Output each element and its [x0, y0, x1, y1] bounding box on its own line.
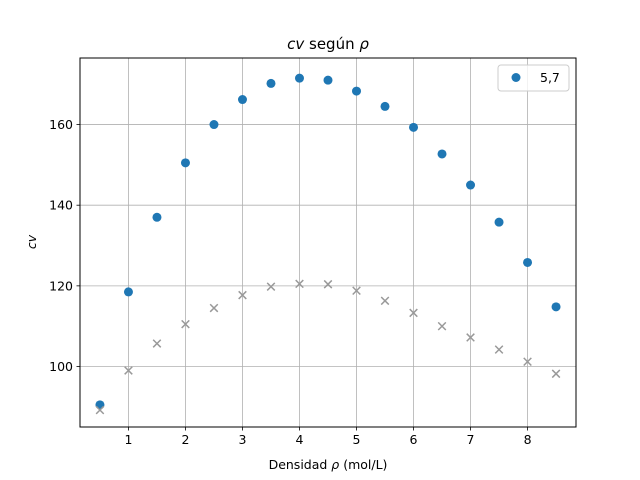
series-1-point [295, 279, 304, 289]
plot-frame [79, 57, 577, 428]
chart-title-mid: según [304, 35, 359, 53]
x-tick-label: 5 [353, 432, 361, 447]
x-axis-label-pre: Densidad [269, 457, 332, 472]
series-0-point [152, 212, 162, 222]
grid-lines [80, 58, 576, 427]
series-0-point [237, 95, 247, 105]
plot-area [80, 58, 576, 427]
x-tick-label: 3 [239, 432, 247, 447]
chart-title: cv según ρ [287, 35, 369, 53]
series-1-point [437, 321, 447, 331]
series-1-point [494, 345, 504, 354]
chart-title-main: cv [287, 35, 305, 53]
legend-label: 5,7 [540, 70, 560, 85]
y-tick-label: 120 [49, 278, 73, 293]
x-tick-label: 4 [296, 432, 304, 447]
y-tick-label: 140 [49, 198, 73, 213]
series-1-point [152, 339, 162, 348]
series-1-point [95, 405, 105, 415]
x-axis-label: Densidad ρ (mol/L) [269, 457, 388, 472]
x-tick-label: 1 [124, 432, 132, 447]
series-1-point [124, 366, 133, 375]
x-tick-label: 7 [467, 432, 475, 447]
series-1-point [466, 333, 475, 342]
series-0-point [294, 73, 304, 83]
series-0-point [209, 120, 219, 130]
y-tick-label: 160 [49, 117, 73, 132]
series-1-point [409, 308, 418, 318]
chart-title-symbol: ρ [359, 35, 369, 53]
series-0-point [551, 302, 561, 312]
series-0-point [352, 86, 362, 96]
series-0-point [494, 217, 504, 227]
x-tick-label: 2 [181, 432, 189, 447]
series-1-point [352, 286, 361, 296]
legend-box [497, 64, 570, 92]
axis-ticks: 1 2 3 4 5 6 7 8 100 120 140 160 [49, 117, 531, 447]
series-1-point [209, 303, 219, 313]
series-0-point [180, 158, 190, 168]
series-0-point [409, 122, 419, 132]
series-1-point [266, 282, 276, 291]
series-0-point [123, 287, 133, 297]
series-0-point [523, 257, 533, 267]
series-0-point [380, 101, 390, 111]
series-0-point [466, 180, 476, 190]
series-0-point [266, 78, 276, 88]
series-1-point [523, 357, 532, 366]
x-tick-label: 6 [410, 432, 418, 447]
legend: 5,7 [497, 64, 570, 92]
series-1-point [181, 319, 190, 329]
x-axis-label-symbol: ρ [331, 457, 339, 472]
series-0-point [323, 75, 333, 85]
y-tick-label: 100 [49, 359, 73, 374]
data-marks [95, 73, 561, 415]
x-axis-label-post: (mol/L) [339, 457, 387, 472]
legend-marker [511, 73, 521, 82]
series-0-point [437, 149, 447, 159]
x-tick-label: 8 [524, 432, 532, 447]
series-1-point [551, 369, 561, 379]
series-1-point [323, 279, 333, 289]
series-1-point [380, 296, 390, 306]
series-1-point [238, 290, 247, 300]
y-axis-label: cv [24, 234, 39, 249]
